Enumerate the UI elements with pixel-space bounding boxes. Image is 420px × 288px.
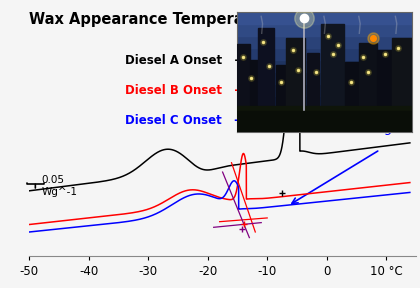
Bar — [276, 65, 286, 111]
Bar — [359, 43, 377, 111]
Text: Diesel B Onset   -13.91 °C: Diesel B Onset -13.91 °C — [124, 84, 295, 97]
Bar — [237, 36, 412, 48]
Bar — [258, 29, 274, 111]
Bar — [237, 72, 412, 84]
Bar — [237, 120, 412, 132]
Bar — [377, 50, 392, 111]
Bar — [237, 96, 412, 108]
Text: Diesel A Onset   -3.90 °C: Diesel A Onset -3.90 °C — [124, 54, 286, 67]
Bar — [237, 12, 412, 24]
Bar — [237, 111, 412, 132]
Bar — [237, 24, 412, 36]
Bar — [392, 38, 412, 111]
Text: 0.05
Wg^-1: 0.05 Wg^-1 — [41, 175, 77, 197]
Bar — [237, 48, 412, 60]
Bar — [237, 44, 249, 111]
Text: Wax Appearance Temperature (WAT) by DSC: Wax Appearance Temperature (WAT) by DSC — [29, 12, 396, 27]
Bar — [237, 60, 412, 72]
Bar — [249, 60, 258, 111]
Bar — [237, 84, 412, 96]
Text: cooling: cooling — [349, 122, 394, 135]
Bar — [286, 38, 305, 111]
Bar — [237, 108, 412, 120]
Bar — [307, 53, 319, 111]
Bar — [345, 62, 360, 111]
Bar — [321, 24, 344, 111]
Text: Diesel C Onset   -14.32 °C: Diesel C Onset -14.32 °C — [124, 114, 294, 127]
Bar — [237, 106, 412, 114]
